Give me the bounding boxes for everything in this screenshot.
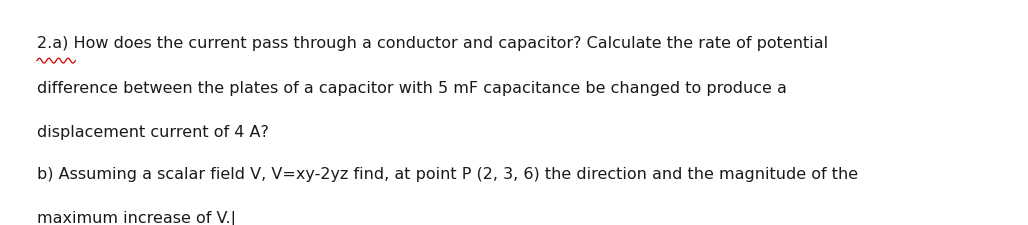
Text: b) Assuming a scalar field V, V=xy-2yz find, at point P (2, 3, 6) the direction : b) Assuming a scalar field V, V=xy-2yz f… — [37, 166, 858, 181]
Text: 2.a): 2.a) — [37, 36, 68, 51]
Text: maximum increase of V.|: maximum increase of V.| — [37, 210, 236, 225]
Text: difference between the plates of a capacitor with 5 mF capacitance be changed to: difference between the plates of a capac… — [37, 80, 786, 95]
Text: displacement current of 4 A?: displacement current of 4 A? — [37, 124, 269, 139]
Text: 2.a) How does the current pass through a conductor and capacitor? Calculate the : 2.a) How does the current pass through a… — [37, 36, 829, 51]
